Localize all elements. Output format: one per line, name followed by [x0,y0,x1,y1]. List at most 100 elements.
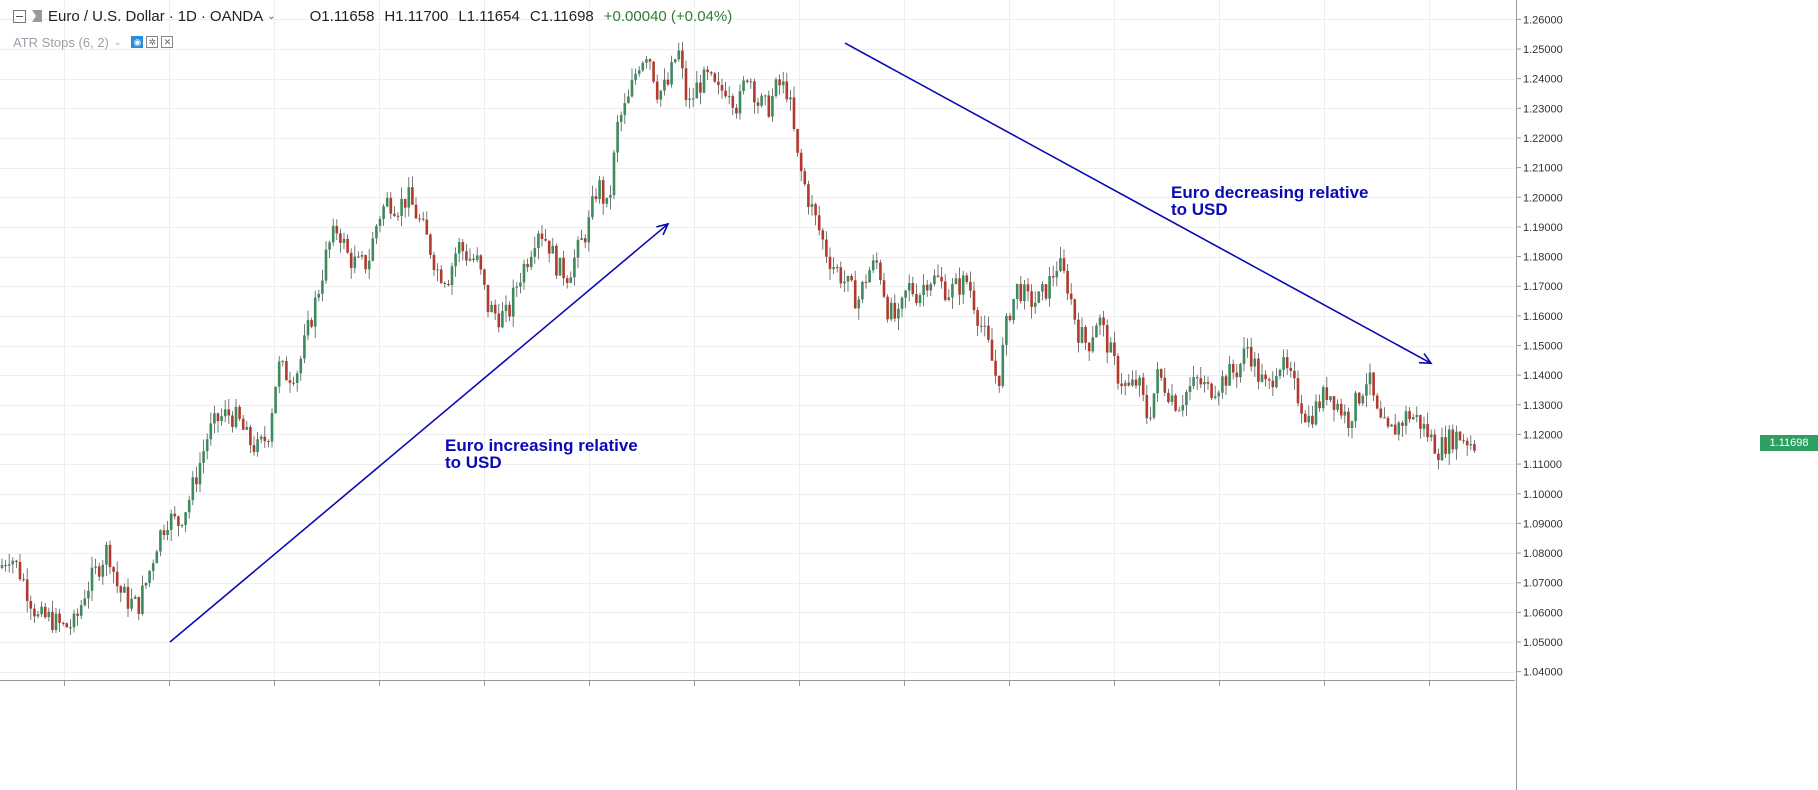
price-axis[interactable]: 1.26000 1.25000 1.24000 1.23000 1.22000 1.210… [1516,0,1563,790]
chevron-down-icon[interactable]: ⌄ [113,36,122,47]
candle-down [875,260,879,263]
candle-up [303,335,306,359]
candle-down [267,441,270,443]
annotation-line: to USD [1171,200,1228,219]
indicator-legend: ATR Stops (6, 2) ⌄ ◉ ✲ ✕ [13,33,176,51]
candle-down [1077,319,1080,343]
candle-down [25,579,29,601]
candle-down [940,276,943,282]
price-tick-label: 1.24000 [1523,74,1563,86]
candle-down [288,380,292,383]
candle-down [425,219,429,235]
close-icon[interactable]: ✕ [161,36,174,48]
candle-up [180,524,184,526]
candle-down [119,586,123,593]
candle-up [375,226,378,239]
candle-up [573,257,576,278]
candle-down [864,281,868,283]
candle-down [1357,392,1361,404]
candle-up [299,358,303,374]
candle-down [1375,395,1379,409]
candle-up [810,204,814,207]
candle-up [1170,395,1174,402]
candle-down [429,234,432,255]
candle-up [187,500,191,513]
candle-up [529,256,533,268]
candle-down [1444,437,1447,454]
candle-up [1447,429,1451,454]
candle-up [328,242,331,250]
candle-down [1267,379,1271,381]
candle-up [1203,382,1206,385]
eye-icon[interactable]: ◉ [131,36,144,48]
candle-down [839,267,843,284]
candle-down [562,257,565,279]
candle-down [684,68,688,100]
indicator-label[interactable]: ATR Stops (6, 2) [13,34,109,50]
candle-down [1224,376,1228,386]
candle-down [745,80,749,82]
candle-up [702,69,706,93]
candle-up [522,263,526,283]
candle-up [191,477,195,501]
candle-down [1113,342,1116,357]
annotation-line: to USD [445,453,502,472]
price-tick-label: 1.08000 [1523,548,1563,560]
candle-down [472,258,475,260]
collapse-icon[interactable] [13,9,26,23]
candle-up [454,253,457,267]
candle-down [1163,377,1167,393]
candle-down [339,233,342,243]
candle-down [414,204,418,219]
candle-up [256,439,259,453]
candle-down [792,97,796,130]
symbol-header: Euro / U.S. Dollar · 1D · OANDA ⌄ O1.116… [0,0,1760,32]
candle-down [1401,422,1404,426]
chevron-down-icon[interactable]: ⌄ [267,10,276,22]
candle-up [760,95,763,106]
candle-up [1390,424,1393,427]
candle-down [893,302,897,319]
candle-down [493,304,497,314]
candle-up [72,613,76,628]
candle-down [421,218,425,220]
candle-down [126,586,130,609]
candle-down [821,230,825,240]
candle-up [1278,369,1282,377]
candle-down [699,82,702,93]
low-value: L1.11654 [458,7,520,25]
candle-up [1321,387,1325,409]
candle-up [1037,291,1041,303]
price-tick-label: 1.16000 [1523,311,1563,323]
candle-up [659,90,663,100]
candle-up [1314,401,1318,425]
candle-down [432,254,436,271]
candle-down [540,233,544,239]
candle-down [720,84,724,91]
candle-up [54,613,58,631]
source-label[interactable]: OANDA [209,7,264,25]
candle-up [1015,283,1019,300]
candle-up [1336,403,1339,410]
candle-up [159,530,162,552]
candle-up [774,79,778,96]
price-tick-label: 1.11000 [1523,459,1562,471]
price-tick-label: 1.06000 [1523,607,1563,619]
candle-down [1300,403,1303,414]
candle-down [1051,275,1055,278]
candle-down [439,269,443,284]
candle-up [1260,374,1264,382]
candle-down [724,90,727,97]
candle-up [616,121,619,153]
price-tick-label: 1.13000 [1523,400,1563,412]
interval-label[interactable]: 1D [177,7,197,25]
trend-arrow-line [169,223,669,643]
gear-icon[interactable]: ✲ [146,36,159,48]
candle-up [1059,258,1062,271]
candle-up [475,255,479,260]
candle-up [504,304,508,312]
candle-down [1379,408,1383,418]
symbol-name[interactable]: Euro / U.S. Dollar [48,7,165,25]
candle-down [1105,325,1109,353]
